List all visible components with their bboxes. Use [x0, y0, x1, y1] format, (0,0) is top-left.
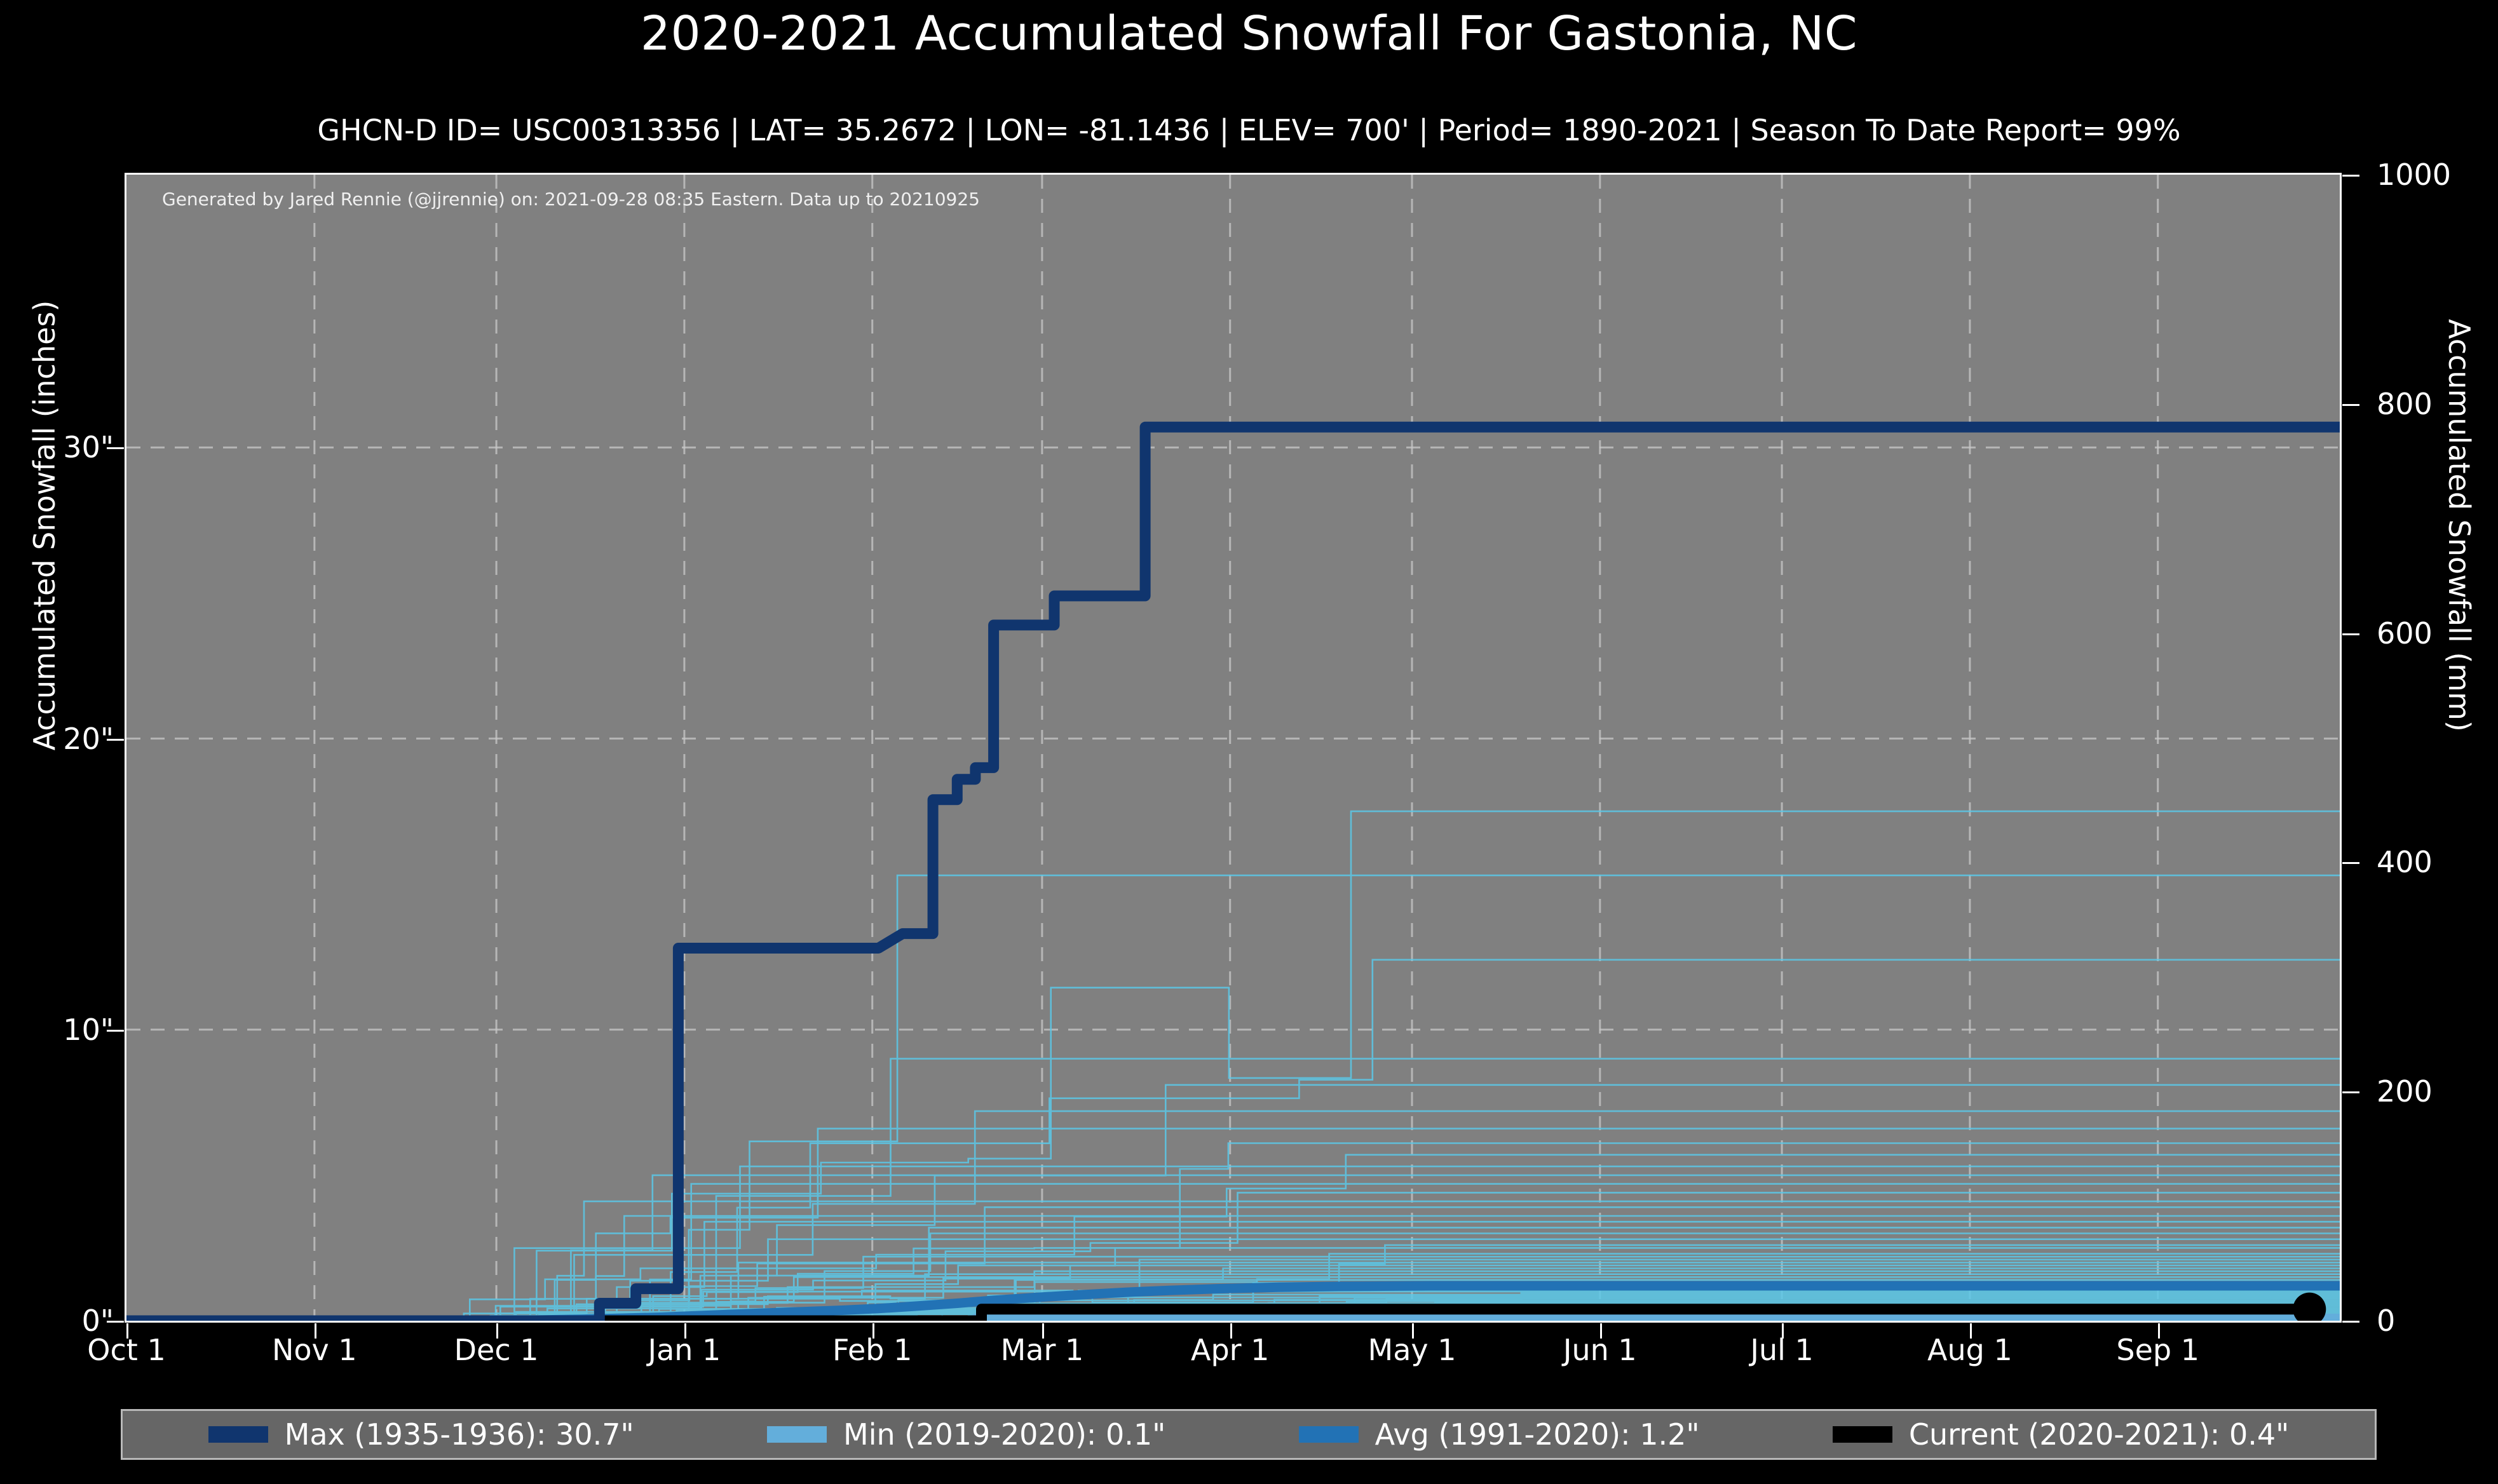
current-value-marker: [2293, 1292, 2326, 1321]
historical-season-line: [126, 1084, 2340, 1321]
historical-season-line: [126, 1290, 2340, 1321]
legend-swatch-min: [767, 1426, 827, 1443]
y-tick-mark-left: [107, 1029, 124, 1032]
plot-area: Generated by Jared Rennie (@jjrennie) on…: [125, 173, 2342, 1323]
historical-season-line: [126, 1154, 2340, 1321]
y-tick-label-right: 400: [2377, 845, 2433, 880]
x-tick-mark: [872, 1323, 874, 1339]
legend-swatch-max: [208, 1426, 268, 1443]
legend-item-current[interactable]: Current (2020-2021): 0.4": [1832, 1417, 2290, 1452]
y-tick-mark-right: [2342, 403, 2359, 406]
legend-label-avg: Avg (1991-2020): 1.2": [1375, 1417, 1700, 1452]
y-axis-label-right: Accumulated Snowfall (mm): [2442, 319, 2476, 732]
x-tick-label: Jun 1: [1563, 1333, 1637, 1367]
y-tick-label-left: 20": [63, 721, 114, 756]
x-tick-mark: [2157, 1323, 2160, 1339]
legend-swatch-avg: [1298, 1426, 1359, 1443]
historical-season-line: [126, 1262, 2340, 1321]
x-tick-mark: [1969, 1323, 1972, 1339]
historical-season-line: [126, 1247, 2340, 1321]
legend-swatch-current: [1832, 1426, 1892, 1443]
x-tick-mark: [1412, 1323, 1414, 1339]
x-tick-label: Sep 1: [2116, 1333, 2200, 1367]
historical-season-line: [126, 959, 2340, 1321]
x-tick-label: Feb 1: [832, 1333, 913, 1367]
y-tick-label-right: 600: [2377, 616, 2433, 651]
legend-label-max: Max (1935-1936): 30.7": [284, 1417, 634, 1452]
y-tick-mark-left: [107, 447, 124, 450]
historical-season-line: [126, 1165, 2340, 1321]
x-tick-label: Aug 1: [1927, 1333, 2013, 1367]
x-tick-mark: [1599, 1323, 1602, 1339]
x-tick-label: Jan 1: [648, 1333, 721, 1367]
legend-item-max[interactable]: Max (1935-1936): 30.7": [208, 1417, 634, 1452]
series-line-current: [126, 1304, 2310, 1321]
y-tick-mark-right: [2342, 1321, 2359, 1323]
y-tick-mark-right: [2342, 862, 2359, 865]
y-axis-label-left: Accumulated Snowfall (inches): [27, 300, 62, 751]
x-tick-mark: [126, 1323, 128, 1339]
x-tick-label: Mar 1: [1000, 1333, 1084, 1367]
x-tick-mark: [1230, 1323, 1232, 1339]
historical-season-line: [126, 1215, 2340, 1321]
historical-season-line: [126, 1227, 2340, 1321]
historical-season-line: [126, 1200, 2340, 1321]
y-tick-label-right: 1000: [2377, 158, 2452, 192]
y-tick-mark-left: [107, 1321, 124, 1323]
historical-season-line: [126, 1276, 2340, 1321]
y-tick-mark-right: [2342, 633, 2359, 635]
historical-season-line: [126, 1220, 2340, 1321]
historical-season-line: [126, 1273, 2340, 1321]
y-tick-mark-right: [2342, 1091, 2359, 1094]
x-tick-mark: [1782, 1323, 1784, 1339]
legend-item-min[interactable]: Min (2019-2020): 0.1": [767, 1417, 1165, 1452]
x-tick-label: Jul 1: [1750, 1333, 1814, 1367]
y-tick-label-left: 10": [63, 1012, 114, 1047]
y-tick-label-right: 800: [2377, 386, 2433, 421]
chart-legend: Max (1935-1936): 30.7" Min (2019-2020): 0…: [121, 1409, 2377, 1460]
historical-season-line: [126, 1174, 2340, 1321]
series-line-max: [126, 421, 2340, 1321]
chart-subtitle: GHCN-D ID= USC00313356 | LAT= 35.2672 | …: [317, 113, 2181, 147]
x-tick-label: Nov 1: [271, 1333, 357, 1367]
y-tick-label-right: 0: [2377, 1304, 2396, 1338]
y-tick-label-right: 200: [2377, 1074, 2433, 1109]
y-tick-mark-left: [107, 738, 124, 741]
historical-season-line: [126, 1058, 2340, 1321]
historical-season-line: [126, 1183, 2340, 1321]
legend-label-min: Min (2019-2020): 0.1": [843, 1417, 1166, 1452]
y-tick-mark-right: [2342, 175, 2359, 177]
attribution-text: Generated by Jared Rennie (@jjrennie) on…: [162, 189, 980, 210]
historical-season-traces: [126, 810, 2340, 1321]
chart-title: 2020-2021 Accumulated Snowfall For Gasto…: [640, 6, 1858, 61]
chart-canvas: [126, 175, 2340, 1321]
x-tick-label: May 1: [1368, 1333, 1456, 1367]
x-tick-mark: [314, 1323, 316, 1339]
x-tick-mark: [684, 1323, 686, 1339]
y-tick-label-left: 30": [63, 430, 114, 465]
x-tick-mark: [496, 1323, 499, 1339]
historical-season-line: [126, 1128, 2340, 1321]
x-tick-label: Apr 1: [1190, 1333, 1270, 1367]
legend-item-avg[interactable]: Avg (1991-2020): 1.2": [1298, 1417, 1700, 1452]
x-tick-label: Oct 1: [87, 1333, 166, 1367]
legend-label-current: Current (2020-2021): 0.4": [1908, 1417, 2290, 1452]
x-tick-mark: [1042, 1323, 1044, 1339]
x-tick-label: Dec 1: [454, 1333, 539, 1367]
